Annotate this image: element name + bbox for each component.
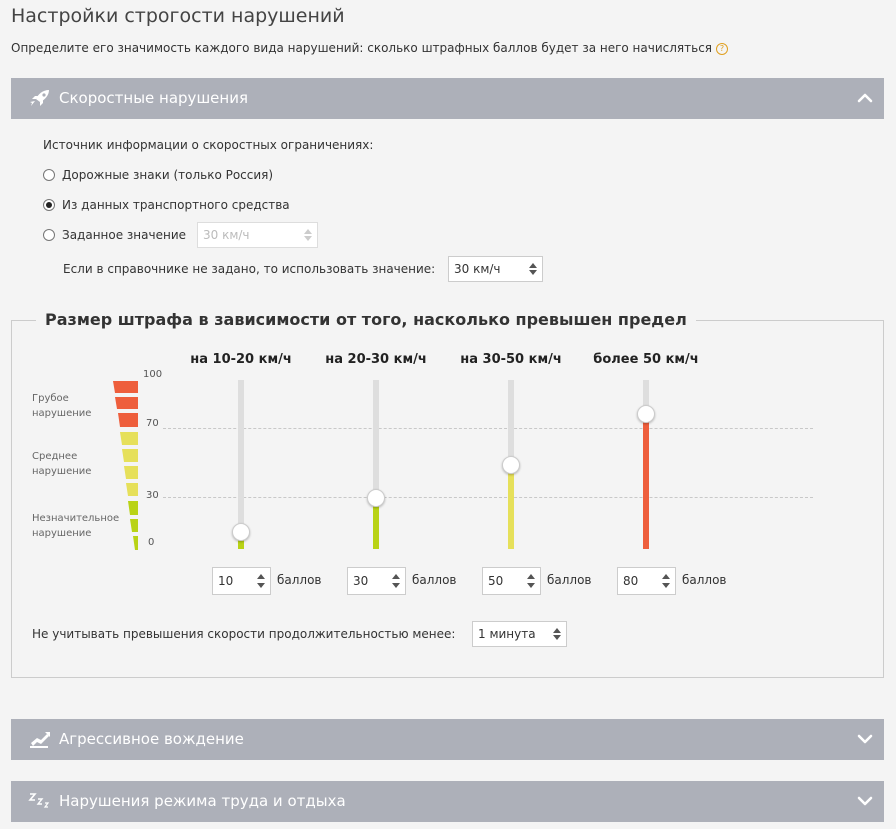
page-title: Настройки строгости нарушений [11,5,345,27]
slider-fill-3 [508,464,514,549]
severity-gross-line2: нарушение [32,408,92,419]
chevron-down-icon[interactable] [856,792,874,810]
fine-section-title: Размер штрафа в зависимости от того, нас… [36,310,696,329]
stepper-down-icon[interactable] [392,583,400,588]
slider-header-4: более 50 км/ч [593,352,699,367]
stepper-up-icon[interactable] [527,574,535,579]
slider-value-stepper-3[interactable]: 50 [482,567,541,595]
scale-label-0: 0 [148,537,155,548]
speed-panel-header[interactable]: Скоростные нарушения [11,78,884,119]
severity-medium-line1: Среднее [32,451,78,462]
severity-minor-label: Незначительное нарушение [32,511,119,541]
ignore-duration-label: Не учитывать превышения скорости продолж… [32,627,456,641]
stepper-up-icon[interactable] [529,263,537,268]
fallback-speed-stepper[interactable]: 30 км/ч [448,256,543,282]
page-description-text: Определите его значимость каждого вида н… [11,41,713,55]
points-unit-label-2: баллов [412,573,457,587]
fallback-label: Если в справочнике не задано, то использ… [63,262,436,276]
stepper-down-icon[interactable] [257,583,265,588]
slider-header-1: на 10-20 км/ч [190,352,292,367]
points-unit-label-4: баллов [682,573,727,587]
severity-minor-line2: нарушение [32,528,92,539]
stepper-up-icon[interactable] [392,574,400,579]
scale-label-100: 100 [143,369,163,380]
slider-header-2: на 20-30 км/ч [325,352,427,367]
fixed-speed-value: 30 км/ч [203,228,250,242]
slider-value-2: 30 [353,574,369,588]
stepper-down-icon[interactable] [304,236,312,241]
slider-thumb-4[interactable] [637,404,655,423]
ignore-duration-value: 1 минута [478,627,536,641]
page-description: Определите его значимость каждого вида н… [11,41,729,55]
points-unit-label-1: баллов [277,573,322,587]
threshold-line-70 [163,428,813,429]
points-unit-label-3: баллов [547,573,592,587]
slider-value-4: 80 [623,574,639,588]
slider-value-stepper-2[interactable]: 30 [347,567,406,595]
stepper-down-icon[interactable] [662,583,670,588]
aggressive-panel-header[interactable]: Агрессивное вождение [11,719,884,760]
slider-value-stepper-1[interactable]: 10 [212,567,271,595]
scale-label-30: 30 [146,490,159,501]
stepper-up-icon[interactable] [662,574,670,579]
radio-road-signs-label[interactable]: Дорожные знаки (только Россия) [62,168,274,182]
chevron-down-icon[interactable] [856,730,874,748]
severity-gross-label: Грубое нарушение [32,391,91,421]
slider-track-1[interactable] [238,380,244,549]
scale-label-70: 70 [146,418,159,429]
slider-track-2[interactable] [373,380,379,549]
radio-fixed-value[interactable] [43,229,55,241]
slider-value-3: 50 [488,574,504,588]
chevron-up-icon[interactable] [856,89,874,107]
aggressive-driving-icon [30,732,50,748]
aggressive-panel-title: Агрессивное вождение [59,730,244,748]
slider-value-stepper-4[interactable]: 80 [617,567,676,595]
slider-fill-2 [373,498,379,549]
stepper-down-icon[interactable] [529,270,537,275]
stepper-up-icon[interactable] [257,574,265,579]
radio-vehicle-data[interactable] [43,199,55,211]
slider-thumb-2[interactable] [367,489,385,508]
fallback-speed-value: 30 км/ч [454,262,501,276]
ignore-duration-select[interactable]: 1 минута [472,621,567,647]
stepper-down-icon[interactable] [553,635,561,640]
severity-medium-line2: нарушение [32,466,92,477]
severity-gross-line1: Грубое [32,393,69,404]
slider-fill-4 [643,413,649,549]
slider-value-1: 10 [218,574,234,588]
stepper-up-icon[interactable] [304,229,312,234]
sleep-zzz-icon [28,793,50,808]
threshold-line-30 [163,497,813,498]
rocket-icon [30,90,49,106]
speed-panel-title: Скоростные нарушения [59,89,248,107]
radio-vehicle-data-label[interactable]: Из данных транспортного средства [62,198,290,212]
rest-panel-header[interactable]: Нарушения режима труда и отдыха [11,781,884,822]
fixed-speed-stepper[interactable]: 30 км/ч [197,222,318,248]
source-label: Источник информации о скоростных огранич… [43,138,374,152]
radio-fixed-value-label[interactable]: Заданное значение [62,228,187,242]
slider-thumb-1[interactable] [232,523,250,542]
slider-thumb-3[interactable] [502,455,520,474]
stepper-up-icon[interactable] [553,628,561,633]
severity-scale-graphic [113,381,138,550]
rest-panel-title: Нарушения режима труда и отдыха [59,792,346,810]
slider-header-3: на 30-50 км/ч [460,352,562,367]
severity-medium-label: Среднее нарушение [32,449,91,479]
radio-road-signs[interactable] [43,169,55,181]
stepper-down-icon[interactable] [527,583,535,588]
help-icon[interactable]: ? [716,43,729,55]
severity-minor-line1: Незначительное [32,513,120,524]
